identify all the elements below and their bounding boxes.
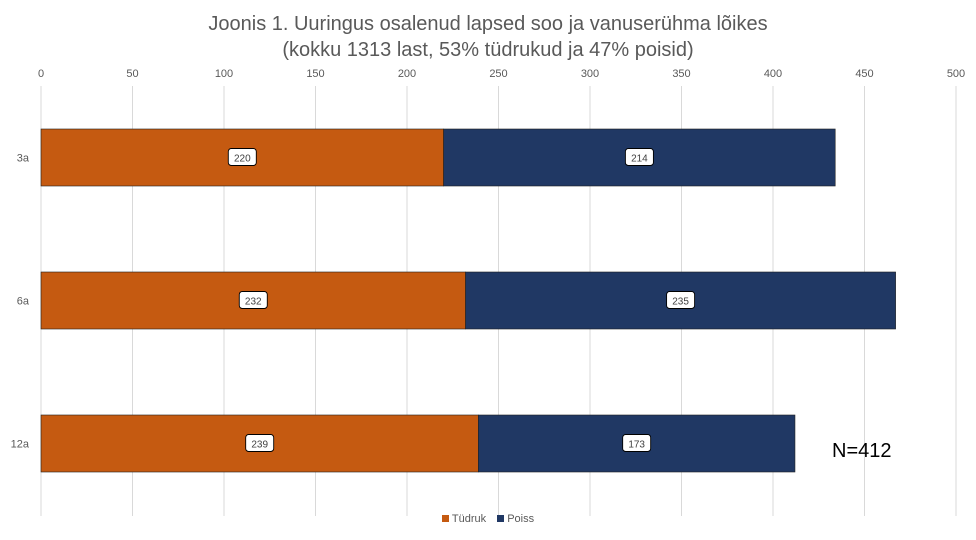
data-label: 173 — [628, 440, 645, 451]
legend-item-tudruk: Tüdruk — [442, 513, 486, 525]
data-label: 235 — [672, 297, 689, 308]
data-label: 214 — [631, 154, 648, 165]
legend-swatch-poiss — [497, 515, 504, 522]
x-tick-label: 150 — [306, 68, 324, 80]
x-tick-label: 300 — [581, 68, 599, 80]
x-tick-label: 50 — [126, 68, 138, 80]
data-label: 239 — [251, 440, 268, 451]
y-category-label: 6a — [17, 296, 30, 308]
data-label: 220 — [234, 154, 251, 165]
x-tick-label: 0 — [38, 68, 44, 80]
x-tick-label: 100 — [215, 68, 233, 80]
legend-label-poiss: Poiss — [507, 513, 534, 525]
x-tick-label: 500 — [947, 68, 965, 80]
x-tick-label: 400 — [764, 68, 782, 80]
x-tick-label: 250 — [489, 68, 507, 80]
legend-swatch-tudruk — [442, 515, 449, 522]
data-label: 232 — [245, 297, 262, 308]
y-category-label: 3a — [17, 153, 30, 165]
legend: Tüdruk Poiss — [0, 513, 976, 525]
x-tick-label: 450 — [855, 68, 873, 80]
y-category-label: 12a — [11, 439, 30, 451]
sample-size-annotation: N=412 — [832, 440, 892, 463]
legend-label-tudruk: Tüdruk — [452, 513, 486, 525]
x-tick-label: 200 — [398, 68, 416, 80]
x-tick-label: 350 — [672, 68, 690, 80]
legend-item-poiss: Poiss — [497, 513, 534, 525]
